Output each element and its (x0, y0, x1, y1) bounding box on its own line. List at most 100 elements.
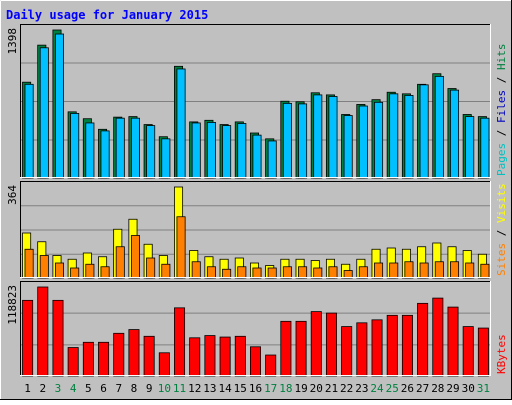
x-tick-label-day-27: 27 (416, 382, 429, 395)
bar-sites-day-19 (298, 266, 308, 279)
bar-files-day-11 (176, 68, 186, 179)
bar-kbytes-day-28 (432, 297, 444, 377)
bar-kbytes-day-12 (189, 337, 201, 377)
panel-mid-legend: Sites / Visits (495, 183, 508, 276)
bar-kbytes-day-4 (67, 347, 79, 377)
legend-item-mid-0: Sites (495, 243, 508, 276)
bar-files-day-24 (374, 101, 384, 179)
bar-kbytes-day-30 (462, 326, 474, 377)
bar-kbytes-day-29 (447, 306, 459, 377)
x-tick-label-day-1: 1 (24, 382, 31, 395)
bar-sites-day-14 (222, 268, 232, 279)
x-tick-label-day-31: 31 (477, 382, 490, 395)
panel-bottom-max-label: 118823 (6, 285, 19, 325)
panel-bottom-legend: KBytes (495, 334, 508, 374)
bar-kbytes-day-25 (386, 314, 398, 377)
x-tick-label-day-6: 6 (100, 382, 107, 395)
bar-sites-day-2 (39, 255, 49, 279)
bar-kbytes-day-7 (113, 332, 125, 377)
bar-sites-day-10 (161, 263, 171, 279)
bar-sites-day-22 (343, 270, 353, 279)
panel-top-legend: Pages / Files / Hits (495, 44, 508, 177)
bar-files-day-10 (161, 138, 171, 179)
x-tick-label-day-2: 2 (39, 382, 46, 395)
bar-files-day-9 (146, 125, 156, 179)
legend-item-bottom-0: KBytes (495, 334, 508, 374)
bar-files-day-21 (328, 96, 338, 179)
legend-item-mid-1: / (495, 223, 508, 243)
x-tick-label-day-18: 18 (279, 382, 292, 395)
bar-kbytes-day-15 (234, 335, 246, 377)
bar-kbytes-day-6 (98, 341, 110, 377)
legend-item-top-4: Hits (495, 44, 508, 71)
legend-item-top-0: Pages (495, 143, 508, 176)
bar-files-day-4 (70, 113, 80, 179)
legend-item-top-2: Files (495, 90, 508, 123)
bar-sites-day-20 (313, 267, 323, 279)
bar-kbytes-day-21 (325, 312, 337, 377)
bar-kbytes-day-24 (371, 319, 383, 377)
bar-kbytes-day-5 (82, 341, 94, 377)
bar-sites-day-3 (54, 262, 64, 279)
x-tick-label-day-9: 9 (146, 382, 153, 395)
bar-files-day-19 (298, 103, 308, 179)
x-tick-label-day-11: 11 (173, 382, 186, 395)
x-tick-label-day-14: 14 (218, 382, 232, 395)
legend-item-top-1: / (495, 123, 508, 143)
bar-kbytes-day-2 (37, 286, 49, 377)
bar-kbytes-day-20 (310, 311, 322, 377)
legend-item-top-3: / (495, 70, 508, 90)
bar-kbytes-day-31 (477, 327, 489, 377)
bar-sites-day-30 (465, 262, 475, 279)
bar-files-day-18 (282, 102, 292, 179)
bar-files-day-7 (115, 117, 125, 179)
bar-kbytes-day-11 (174, 307, 186, 377)
bar-kbytes-day-19 (295, 320, 307, 377)
bar-files-day-20 (313, 94, 323, 179)
bar-sites-day-7 (115, 246, 125, 279)
bar-sites-day-11 (176, 216, 186, 279)
x-tick-label-day-4: 4 (70, 382, 77, 395)
bar-files-day-12 (191, 122, 201, 179)
x-tick-label-day-20: 20 (310, 382, 323, 395)
bar-sites-day-6 (100, 266, 110, 279)
bar-kbytes-day-22 (341, 326, 353, 377)
x-tick-label-day-5: 5 (85, 382, 92, 395)
bar-sites-day-17 (267, 267, 277, 279)
x-tick-label-day-28: 28 (431, 382, 444, 395)
bar-kbytes-day-23 (356, 322, 368, 377)
bar-files-day-6 (100, 130, 110, 179)
bar-sites-day-15 (237, 266, 247, 279)
bar-files-day-8 (130, 117, 140, 179)
x-tick-label-day-21: 21 (325, 382, 338, 395)
bar-files-day-2 (39, 47, 49, 179)
bar-kbytes-day-16 (250, 346, 261, 377)
bar-files-day-29 (450, 89, 460, 179)
bar-files-day-30 (465, 116, 475, 179)
x-tick-label-day-29: 29 (446, 382, 459, 395)
x-tick-label-day-15: 15 (234, 382, 247, 395)
x-tick-label-day-22: 22 (340, 382, 353, 395)
bar-files-day-25 (389, 93, 399, 179)
bar-files-day-14 (222, 125, 232, 179)
bar-kbytes-day-17 (265, 354, 277, 377)
x-tick-label-day-16: 16 (249, 382, 262, 395)
bar-sites-day-21 (328, 266, 338, 279)
bar-files-day-27 (419, 84, 429, 179)
bar-kbytes-day-13 (204, 335, 216, 377)
bar-sites-day-8 (130, 235, 140, 279)
bar-sites-day-1 (24, 248, 34, 279)
bar-sites-day-4 (70, 267, 80, 279)
bar-sites-day-13 (206, 266, 216, 279)
bar-sites-day-9 (146, 257, 156, 279)
bar-sites-day-16 (252, 267, 262, 279)
bar-kbytes-day-8 (128, 329, 140, 377)
x-tick-label-day-19: 19 (294, 382, 307, 395)
x-tick-label-day-26: 26 (401, 382, 414, 395)
bar-sites-day-23 (358, 266, 368, 279)
bar-kbytes-day-1 (22, 299, 34, 377)
x-tick-label-day-25: 25 (386, 382, 399, 395)
bar-files-day-1 (24, 83, 34, 179)
x-tick-label-day-24: 24 (370, 382, 384, 395)
